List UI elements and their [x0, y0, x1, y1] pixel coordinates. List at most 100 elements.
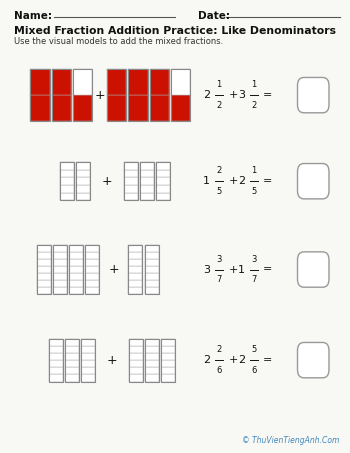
- Bar: [145, 245, 159, 252]
- Bar: [145, 367, 159, 375]
- Bar: [53, 245, 67, 252]
- Bar: [140, 185, 154, 193]
- Bar: [60, 185, 74, 193]
- Bar: [107, 69, 126, 95]
- Bar: [128, 259, 142, 266]
- Bar: [171, 69, 190, 121]
- Bar: [81, 367, 95, 375]
- Bar: [129, 367, 143, 375]
- Bar: [156, 193, 170, 200]
- Bar: [145, 339, 159, 346]
- Text: 1: 1: [216, 80, 221, 89]
- Bar: [128, 69, 148, 121]
- Text: Date:: Date:: [198, 11, 230, 21]
- Bar: [140, 193, 154, 200]
- Bar: [145, 259, 159, 266]
- Bar: [145, 346, 159, 353]
- Bar: [49, 375, 63, 381]
- Bar: [129, 375, 143, 381]
- Bar: [81, 346, 95, 353]
- Text: +: +: [94, 89, 105, 101]
- Text: +: +: [229, 355, 238, 365]
- Bar: [145, 252, 159, 259]
- Bar: [128, 280, 142, 287]
- Bar: [69, 252, 83, 259]
- Text: 6: 6: [251, 366, 257, 375]
- Bar: [53, 252, 67, 259]
- Bar: [30, 69, 50, 121]
- Bar: [69, 266, 83, 273]
- Bar: [145, 266, 159, 273]
- Bar: [85, 259, 99, 266]
- Bar: [124, 185, 138, 193]
- Text: © ThuVienTiengAnh.Com: © ThuVienTiengAnh.Com: [242, 436, 340, 445]
- Bar: [128, 69, 148, 95]
- Text: =: =: [263, 176, 272, 186]
- Bar: [140, 162, 154, 170]
- Text: 2: 2: [216, 101, 221, 110]
- Bar: [156, 162, 170, 170]
- Bar: [124, 193, 138, 200]
- Bar: [85, 273, 99, 280]
- Bar: [65, 353, 79, 360]
- Bar: [128, 245, 142, 252]
- Bar: [161, 367, 175, 375]
- Text: =: =: [263, 265, 272, 275]
- Bar: [37, 273, 51, 280]
- Bar: [161, 375, 175, 381]
- Bar: [81, 360, 95, 367]
- Text: 3: 3: [216, 255, 222, 264]
- Bar: [53, 287, 67, 294]
- Bar: [140, 169, 154, 177]
- Bar: [145, 375, 159, 381]
- Text: 2: 2: [216, 166, 221, 175]
- Text: +: +: [229, 176, 238, 186]
- Text: 1: 1: [238, 265, 245, 275]
- Text: 1: 1: [251, 80, 256, 89]
- Text: 1: 1: [251, 166, 256, 175]
- Bar: [124, 162, 138, 200]
- Bar: [73, 69, 92, 121]
- Bar: [49, 367, 63, 375]
- Text: +: +: [229, 90, 238, 100]
- Bar: [128, 245, 142, 294]
- Bar: [69, 259, 83, 266]
- FancyBboxPatch shape: [298, 164, 329, 199]
- Bar: [65, 339, 79, 346]
- Bar: [150, 95, 169, 121]
- Bar: [30, 69, 50, 95]
- Bar: [145, 339, 159, 381]
- Bar: [69, 273, 83, 280]
- Bar: [161, 353, 175, 360]
- Text: +: +: [107, 354, 117, 366]
- Bar: [60, 169, 74, 177]
- Bar: [65, 367, 79, 375]
- Bar: [81, 339, 95, 381]
- FancyBboxPatch shape: [298, 252, 329, 287]
- Bar: [51, 95, 71, 121]
- Bar: [60, 177, 74, 185]
- Bar: [65, 346, 79, 353]
- Bar: [171, 95, 190, 121]
- Bar: [140, 177, 154, 185]
- Text: 2: 2: [203, 355, 210, 365]
- Text: 5: 5: [216, 187, 221, 196]
- Bar: [65, 375, 79, 381]
- Bar: [156, 177, 170, 185]
- Bar: [51, 69, 71, 95]
- Bar: [49, 339, 63, 381]
- Bar: [65, 360, 79, 367]
- Bar: [85, 266, 99, 273]
- Text: =: =: [263, 90, 272, 100]
- Bar: [76, 169, 90, 177]
- Bar: [150, 69, 169, 121]
- Bar: [124, 169, 138, 177]
- Bar: [156, 185, 170, 193]
- Bar: [85, 287, 99, 294]
- Bar: [53, 245, 67, 294]
- Bar: [81, 339, 95, 346]
- Bar: [107, 95, 126, 121]
- Bar: [69, 287, 83, 294]
- Bar: [124, 162, 138, 170]
- Bar: [129, 339, 143, 381]
